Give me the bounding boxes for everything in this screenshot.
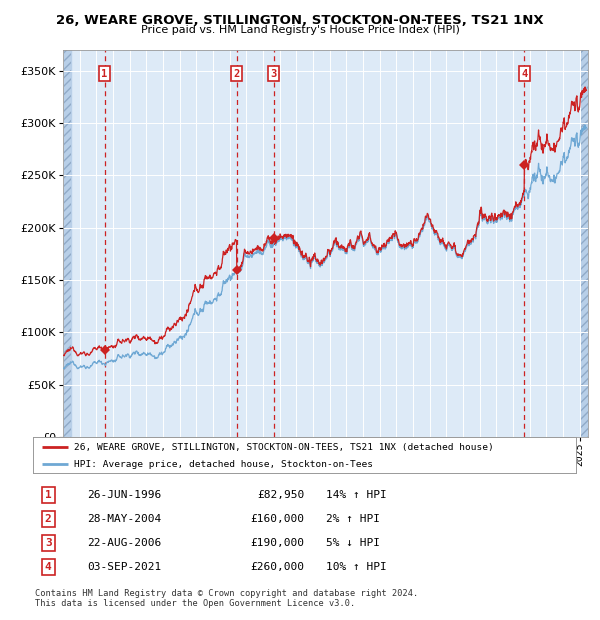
Text: 26, WEARE GROVE, STILLINGTON, STOCKTON-ON-TEES, TS21 1NX (detached house): 26, WEARE GROVE, STILLINGTON, STOCKTON-O… bbox=[74, 443, 493, 451]
Bar bbox=[581, 50, 588, 437]
Text: HPI: Average price, detached house, Stockton-on-Tees: HPI: Average price, detached house, Stoc… bbox=[74, 459, 373, 469]
Bar bbox=[581, 50, 588, 437]
Text: 4: 4 bbox=[521, 69, 527, 79]
Text: Price paid vs. HM Land Registry's House Price Index (HPI): Price paid vs. HM Land Registry's House … bbox=[140, 25, 460, 35]
Text: 14% ↑ HPI: 14% ↑ HPI bbox=[326, 490, 387, 500]
Text: 28-MAY-2004: 28-MAY-2004 bbox=[88, 514, 161, 524]
Text: 2: 2 bbox=[233, 69, 239, 79]
Text: £260,000: £260,000 bbox=[251, 562, 305, 572]
Text: 3: 3 bbox=[271, 69, 277, 79]
Text: 1: 1 bbox=[45, 490, 52, 500]
Text: 03-SEP-2021: 03-SEP-2021 bbox=[88, 562, 161, 572]
Text: 1: 1 bbox=[101, 69, 107, 79]
Text: 26, WEARE GROVE, STILLINGTON, STOCKTON-ON-TEES, TS21 1NX: 26, WEARE GROVE, STILLINGTON, STOCKTON-O… bbox=[56, 14, 544, 27]
Text: 4: 4 bbox=[45, 562, 52, 572]
Text: £160,000: £160,000 bbox=[251, 514, 305, 524]
Text: 5% ↓ HPI: 5% ↓ HPI bbox=[326, 538, 380, 548]
Text: 10% ↑ HPI: 10% ↑ HPI bbox=[326, 562, 387, 572]
Text: 2% ↑ HPI: 2% ↑ HPI bbox=[326, 514, 380, 524]
Text: 2: 2 bbox=[45, 514, 52, 524]
Text: Contains HM Land Registry data © Crown copyright and database right 2024.: Contains HM Land Registry data © Crown c… bbox=[35, 589, 418, 598]
Text: 3: 3 bbox=[45, 538, 52, 548]
Text: £190,000: £190,000 bbox=[251, 538, 305, 548]
Text: 22-AUG-2006: 22-AUG-2006 bbox=[88, 538, 161, 548]
Bar bbox=[63, 50, 71, 437]
Text: 26-JUN-1996: 26-JUN-1996 bbox=[88, 490, 161, 500]
Bar bbox=[63, 50, 71, 437]
Text: This data is licensed under the Open Government Licence v3.0.: This data is licensed under the Open Gov… bbox=[35, 599, 355, 608]
Text: £82,950: £82,950 bbox=[257, 490, 305, 500]
